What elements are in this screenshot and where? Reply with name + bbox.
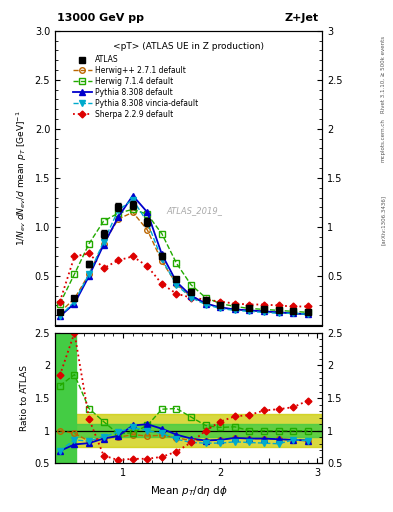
- Bar: [55, 414, 322, 447]
- Y-axis label: Ratio to ATLAS: Ratio to ATLAS: [20, 365, 29, 431]
- Text: Rivet 3.1.10, ≥ 500k events: Rivet 3.1.10, ≥ 500k events: [381, 36, 386, 113]
- Y-axis label: $1/N_{ev}$ $dN_{ev}/d$ mean $p_T$ [GeV]$^{-1}$: $1/N_{ev}$ $dN_{ev}/d$ mean $p_T$ [GeV]$…: [15, 110, 29, 246]
- X-axis label: Mean $p_T$/d$\eta$ d$\phi$: Mean $p_T$/d$\eta$ d$\phi$: [150, 484, 228, 498]
- Text: 13000 GeV pp: 13000 GeV pp: [57, 13, 144, 23]
- Text: Z+Jet: Z+Jet: [284, 13, 318, 23]
- Text: <pT> (ATLAS UE in Z production): <pT> (ATLAS UE in Z production): [113, 42, 264, 52]
- Text: ATLAS_2019_: ATLAS_2019_: [166, 206, 222, 215]
- Bar: [55, 333, 76, 463]
- Legend: ATLAS, Herwig++ 2.7.1 default, Herwig 7.1.4 default, Pythia 8.308 default, Pythi: ATLAS, Herwig++ 2.7.1 default, Herwig 7.…: [70, 52, 201, 122]
- Text: mcplots.cern.ch: mcplots.cern.ch: [381, 118, 386, 162]
- Text: [arXiv:1306.3436]: [arXiv:1306.3436]: [381, 195, 386, 245]
- Bar: [55, 424, 322, 437]
